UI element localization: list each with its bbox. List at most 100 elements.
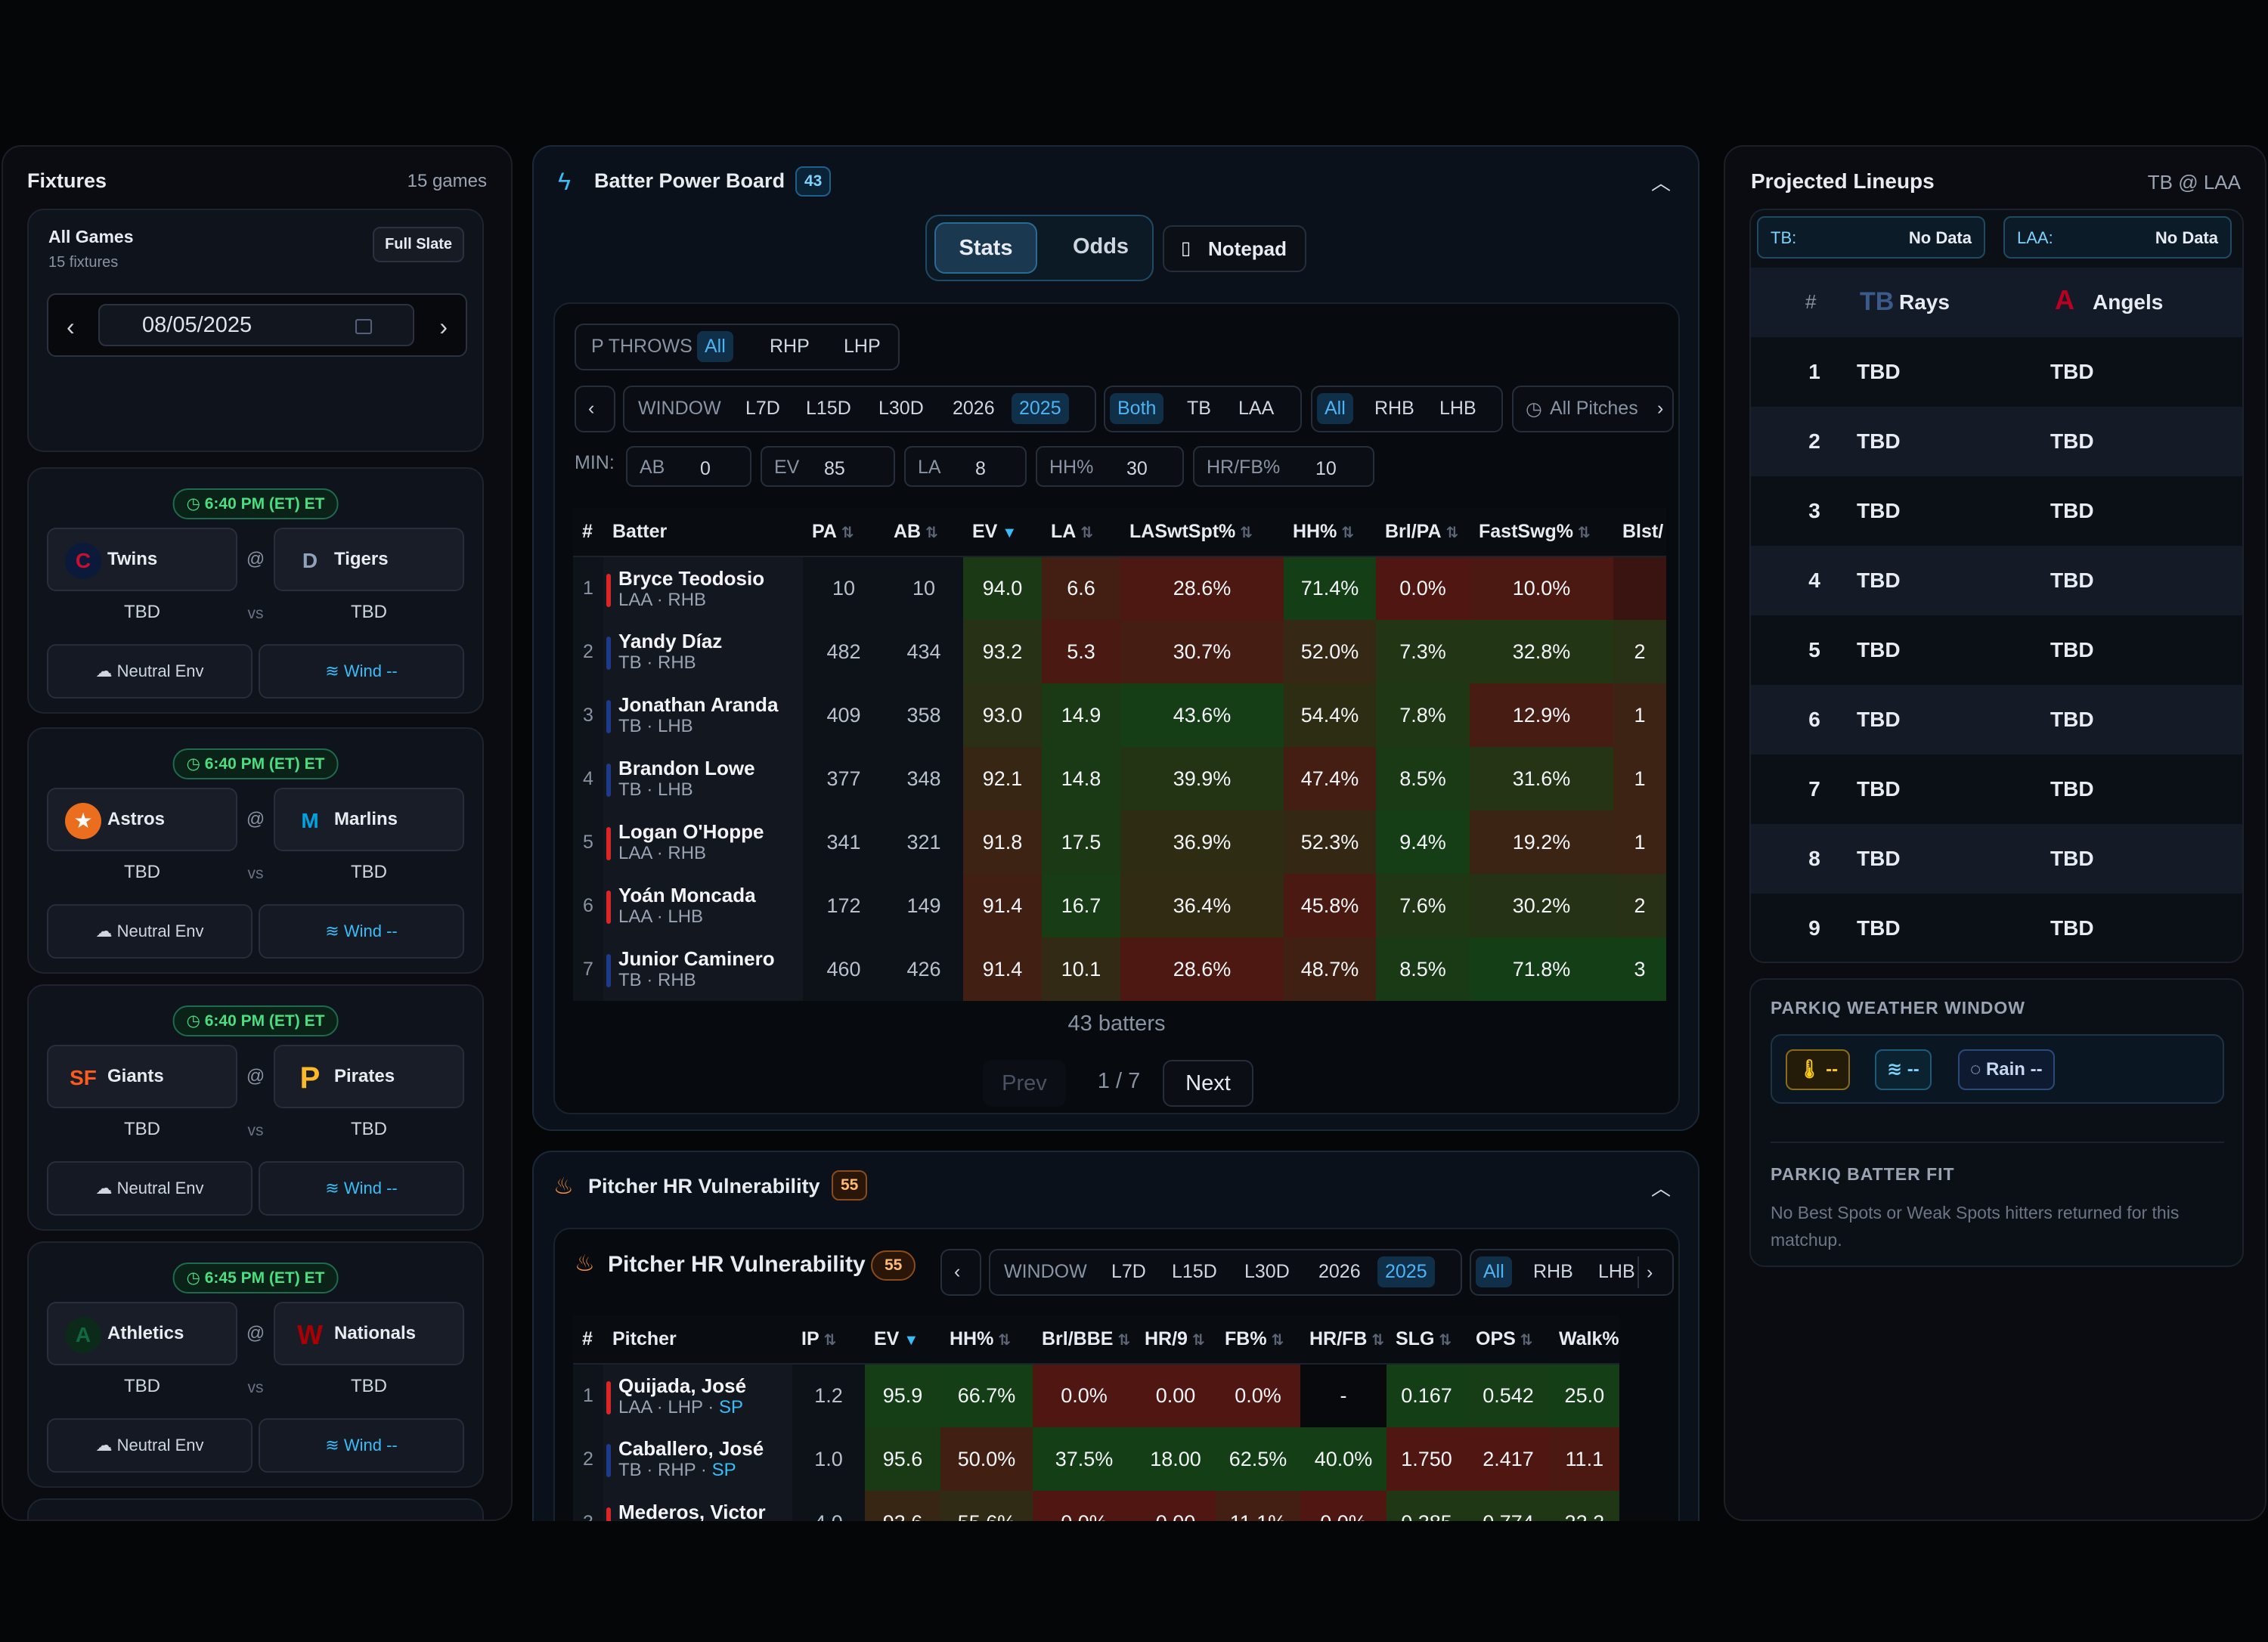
table-row[interactable]: 6 Yoán Moncada LAA · LHB 172 149 91.4 16.7 36.4… — [573, 874, 1666, 937]
away-team-button[interactable]: SF Giants — [47, 1045, 237, 1108]
chevron-right-icon[interactable]: › — [1637, 1256, 1661, 1288]
window-l15d[interactable]: L15D — [806, 398, 851, 419]
calendar-icon[interactable] — [355, 319, 372, 334]
hand-all[interactable]: All — [1476, 1256, 1512, 1287]
window-l30d[interactable]: L30D — [1244, 1261, 1290, 1282]
chevron-up-icon[interactable]: ︿ — [1650, 1177, 1671, 1200]
window-l30d[interactable]: L30D — [878, 398, 924, 419]
col-slg[interactable]: SLG ⇅ — [1387, 1315, 1467, 1365]
col-hrfb[interactable]: HR/FB ⇅ — [1300, 1315, 1387, 1365]
rain-chip[interactable]: ◌ Rain -- — [1958, 1049, 2055, 1090]
col-fb[interactable]: FB% ⇅ — [1216, 1315, 1300, 1365]
game-card[interactable]: ◷ 6:40 PM (ET) ET ★ Astros @ M Marlins TBD… — [27, 727, 484, 974]
col-brlbbe[interactable]: Brl/BBE ⇅ — [1033, 1315, 1136, 1365]
next-button[interactable]: Next — [1163, 1060, 1253, 1107]
table-row[interactable]: 7 Junior Caminero TB · RHB 460 426 91.4 10.1 28… — [573, 937, 1666, 1001]
table-row[interactable]: 5 Logan O'Hoppe LAA · RHB 341 321 91.8 17.5 36.… — [573, 810, 1666, 874]
col-ab[interactable]: AB ⇅ — [885, 508, 963, 557]
window-2025[interactable]: 2025 — [1377, 1256, 1435, 1287]
env-button[interactable]: ☁ Neutral Env — [47, 1418, 253, 1473]
col-fastswg[interactable]: FastSwg% ⇅ — [1470, 508, 1613, 557]
team-tb[interactable]: TB — [1187, 398, 1211, 419]
pitches-filter[interactable]: ◷ All Pitches › — [1512, 386, 1674, 432]
col-ops[interactable]: OPS ⇅ — [1467, 1315, 1550, 1365]
wind-button[interactable]: ≋ Wind -- — [259, 904, 464, 959]
home-team-button[interactable]: D Tigers — [274, 528, 464, 591]
wind-button[interactable]: ≋ Wind -- — [259, 1161, 464, 1216]
min-hh-input[interactable]: HH% 30 — [1036, 446, 1184, 487]
window-2026[interactable]: 2026 — [1318, 1261, 1361, 1282]
p-throws-all[interactable]: All — [697, 331, 733, 362]
away-team-button[interactable]: ★ Astros — [47, 788, 237, 851]
home-team-button[interactable]: M Marlins — [274, 788, 464, 851]
chevron-left-icon[interactable]: ‹ — [940, 1249, 981, 1296]
table-row[interactable]: 2 Yandy Díaz TB · RHB 482 434 93.2 5.3 30.7% 52.… — [573, 620, 1666, 683]
game-card[interactable]: ◷ 6:45 PM (ET) ET A Athletics @ W National… — [27, 1241, 484, 1488]
chevron-left-icon[interactable]: ‹ — [575, 386, 615, 432]
col-ev[interactable]: EV ▼ — [963, 508, 1042, 557]
away-team-button[interactable]: C Twins — [47, 528, 237, 591]
date-input[interactable]: 08/05/2025 — [98, 304, 414, 346]
window-l15d[interactable]: L15D — [1172, 1261, 1217, 1282]
notepad-button[interactable]: ▯ Notepad — [1163, 225, 1306, 272]
team-laa[interactable]: LAA — [1238, 398, 1275, 419]
window-l7d[interactable]: L7D — [745, 398, 780, 419]
table-row[interactable]: 3Mederos, VictorLAA · RHP · SP4.093.655.… — [573, 1491, 1619, 1521]
table-row[interactable]: 1 Quijada, José LAA · LHP · SP 1.2 95.9 66.7%… — [573, 1364, 1619, 1427]
table-row[interactable]: 4 Brandon Lowe TB · LHB 377 348 92.1 14.8 39.9%… — [573, 747, 1666, 810]
col-pitcher[interactable]: Pitcher — [603, 1315, 792, 1365]
p-throws-rhp[interactable]: RHP — [770, 336, 810, 357]
chevron-left-icon[interactable]: ‹ — [67, 313, 75, 340]
home-team-button[interactable]: W Nationals — [274, 1302, 464, 1365]
env-button[interactable]: ☁ Neutral Env — [47, 644, 253, 699]
hand-lhb[interactable]: LHB — [1598, 1261, 1635, 1282]
hand-all[interactable]: All — [1317, 393, 1353, 424]
wind-button[interactable]: ≋ Wind -- — [259, 644, 464, 699]
full-slate-button[interactable]: Full Slate — [373, 227, 464, 262]
hand-rhb[interactable]: RHB — [1374, 398, 1414, 419]
col-batter[interactable]: Batter — [603, 508, 803, 557]
col-la[interactable]: LA ⇅ — [1042, 508, 1120, 557]
chevron-right-icon[interactable]: › — [1657, 398, 1664, 420]
col-hr9[interactable]: HR/9 ⇅ — [1136, 1315, 1216, 1365]
p-throws-lhp[interactable]: LHP — [844, 336, 881, 357]
env-button[interactable]: ☁ Neutral Env — [47, 1161, 253, 1216]
window-l7d[interactable]: L7D — [1111, 1261, 1146, 1282]
col-hh[interactable]: HH% ⇅ — [940, 1315, 1033, 1365]
tab-odds[interactable]: Odds — [1072, 234, 1129, 259]
tab-stats[interactable]: Stats — [934, 222, 1037, 274]
chevron-up-icon[interactable]: ︿ — [1650, 172, 1671, 194]
team-both[interactable]: Both — [1110, 393, 1164, 424]
col-brlpa[interactable]: Brl/PA ⇅ — [1376, 508, 1470, 557]
col-hh[interactable]: HH% ⇅ — [1284, 508, 1376, 557]
hand-rhb[interactable]: RHB — [1533, 1261, 1573, 1282]
env-button[interactable]: ☁ Neutral Env — [47, 904, 253, 959]
col-ip[interactable]: IP ⇅ — [792, 1315, 865, 1365]
min-ev-input[interactable]: EV 85 — [761, 446, 895, 487]
temp-chip[interactable]: 🌡︎ -- — [1786, 1049, 1851, 1090]
all-games-card[interactable]: All Games 15 fixtures Full Slate ‹ 08/05… — [27, 209, 484, 452]
min-ab-input[interactable]: AB 0 — [626, 446, 751, 487]
col-pa[interactable]: PA ⇅ — [803, 508, 885, 557]
wind-button[interactable]: ≋ Wind -- — [259, 1418, 464, 1473]
wind-chip[interactable]: ≋ -- — [1875, 1049, 1932, 1090]
table-row[interactable]: 2 Caballero, José TB · RHP · SP 1.0 95.6 50.0… — [573, 1427, 1619, 1491]
game-card[interactable]: ◷ 6:40 PM (ET) ET C Twins @ D Tigers TBD v… — [27, 467, 484, 714]
game-card[interactable] — [27, 1498, 484, 1520]
away-team-button[interactable]: A Athletics — [47, 1302, 237, 1365]
min-hrfb-input[interactable]: HR/FB% 10 — [1193, 446, 1374, 487]
min-la-input[interactable]: LA 8 — [904, 446, 1027, 487]
col-blst[interactable]: Blst/ — [1613, 508, 1666, 557]
col-laswtspt[interactable]: LASwtSpt% ⇅ — [1120, 508, 1284, 557]
chevron-right-icon[interactable]: › — [439, 313, 448, 340]
prev-button[interactable]: Prev — [983, 1060, 1066, 1107]
col-walk[interactable]: Walk% — [1550, 1315, 1619, 1365]
hand-lhb[interactable]: LHB — [1439, 398, 1476, 419]
window-2026[interactable]: 2026 — [953, 398, 995, 419]
col-ev[interactable]: EV ▼ — [865, 1315, 940, 1365]
window-2025[interactable]: 2025 — [1012, 393, 1069, 424]
table-row[interactable]: 3 Jonathan Aranda TB · LHB 409 358 93.0 14.9 43… — [573, 683, 1666, 747]
home-team-button[interactable]: P Pirates — [274, 1045, 464, 1108]
game-card[interactable]: ◷ 6:40 PM (ET) ET SF Giants @ P Pirates TB… — [27, 984, 484, 1231]
table-row[interactable]: 1 Bryce Teodosio LAA · RHB 10 10 94.0 6.6 28.6%… — [573, 556, 1666, 620]
